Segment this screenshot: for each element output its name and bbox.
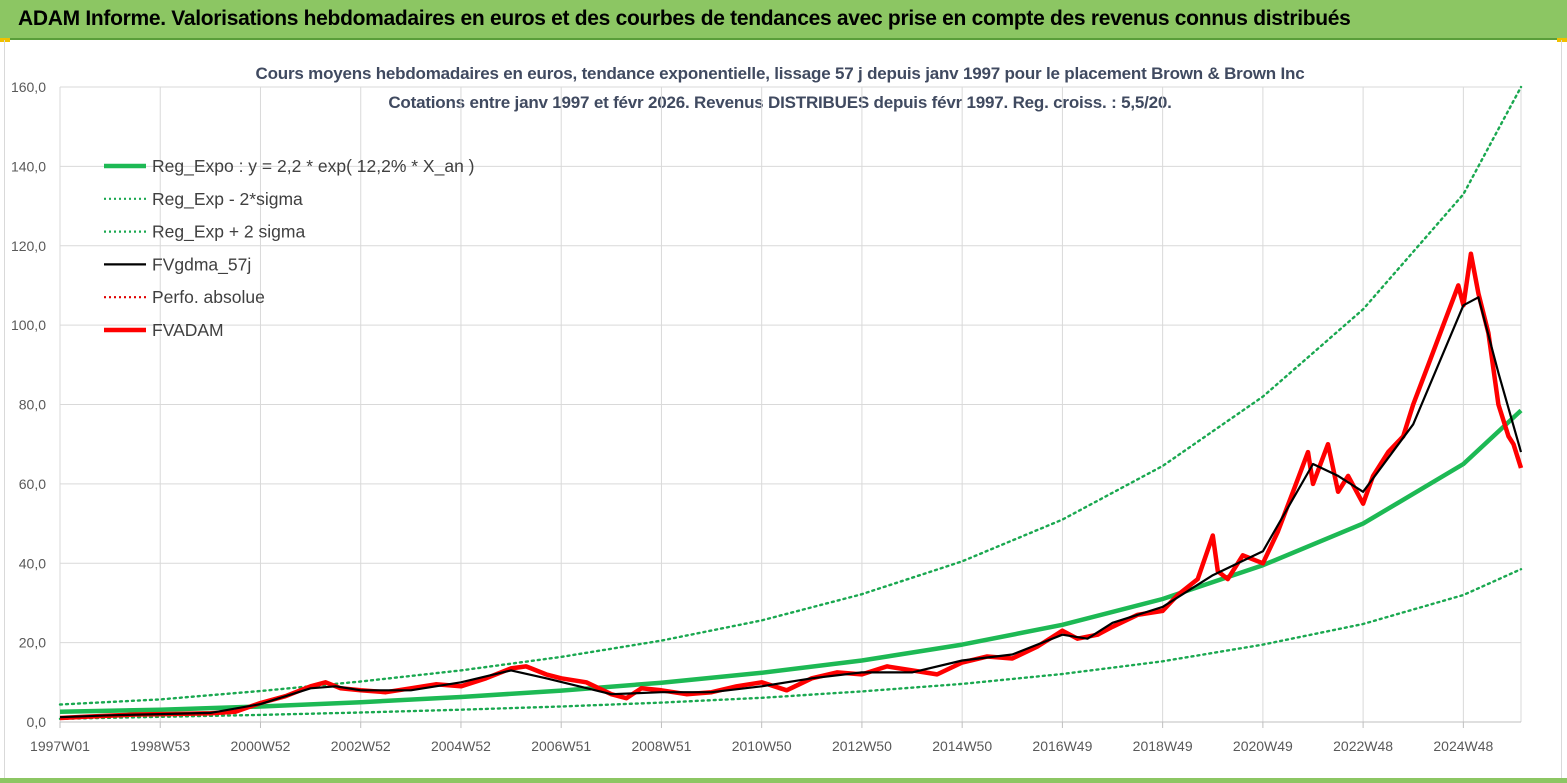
header-banner: ADAM Informe. Valorisations hebdomadaire…	[0, 0, 1567, 40]
chart-subtitle: Cotations entre janv 1997 et févr 2026. …	[388, 93, 1172, 112]
page-title: ADAM Informe. Valorisations hebdomadaire…	[18, 7, 1351, 30]
bottom-bar	[0, 778, 1567, 783]
corner-marker	[0, 38, 10, 42]
chart-title: Cours moyens hebdomadaires en euros, ten…	[255, 64, 1305, 83]
corner-marker	[1557, 38, 1567, 42]
chart-frame	[4, 40, 1562, 778]
